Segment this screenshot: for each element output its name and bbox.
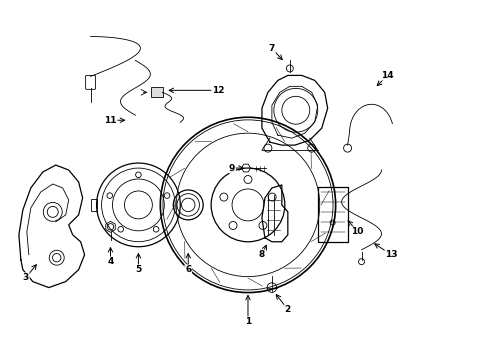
Text: 5: 5 <box>135 265 141 274</box>
Text: 10: 10 <box>351 227 363 236</box>
Text: 8: 8 <box>258 250 264 259</box>
Text: 13: 13 <box>385 250 397 259</box>
Text: 2: 2 <box>284 305 290 314</box>
Text: 11: 11 <box>104 116 117 125</box>
Text: 3: 3 <box>22 273 29 282</box>
Text: 6: 6 <box>185 265 191 274</box>
FancyBboxPatch shape <box>151 87 163 97</box>
Text: 7: 7 <box>268 44 275 53</box>
Text: 12: 12 <box>211 86 224 95</box>
Bar <box>317 187 347 242</box>
Text: 14: 14 <box>380 71 393 80</box>
Text: 4: 4 <box>107 257 114 266</box>
Text: 1: 1 <box>244 317 251 326</box>
Text: 9: 9 <box>228 163 235 172</box>
